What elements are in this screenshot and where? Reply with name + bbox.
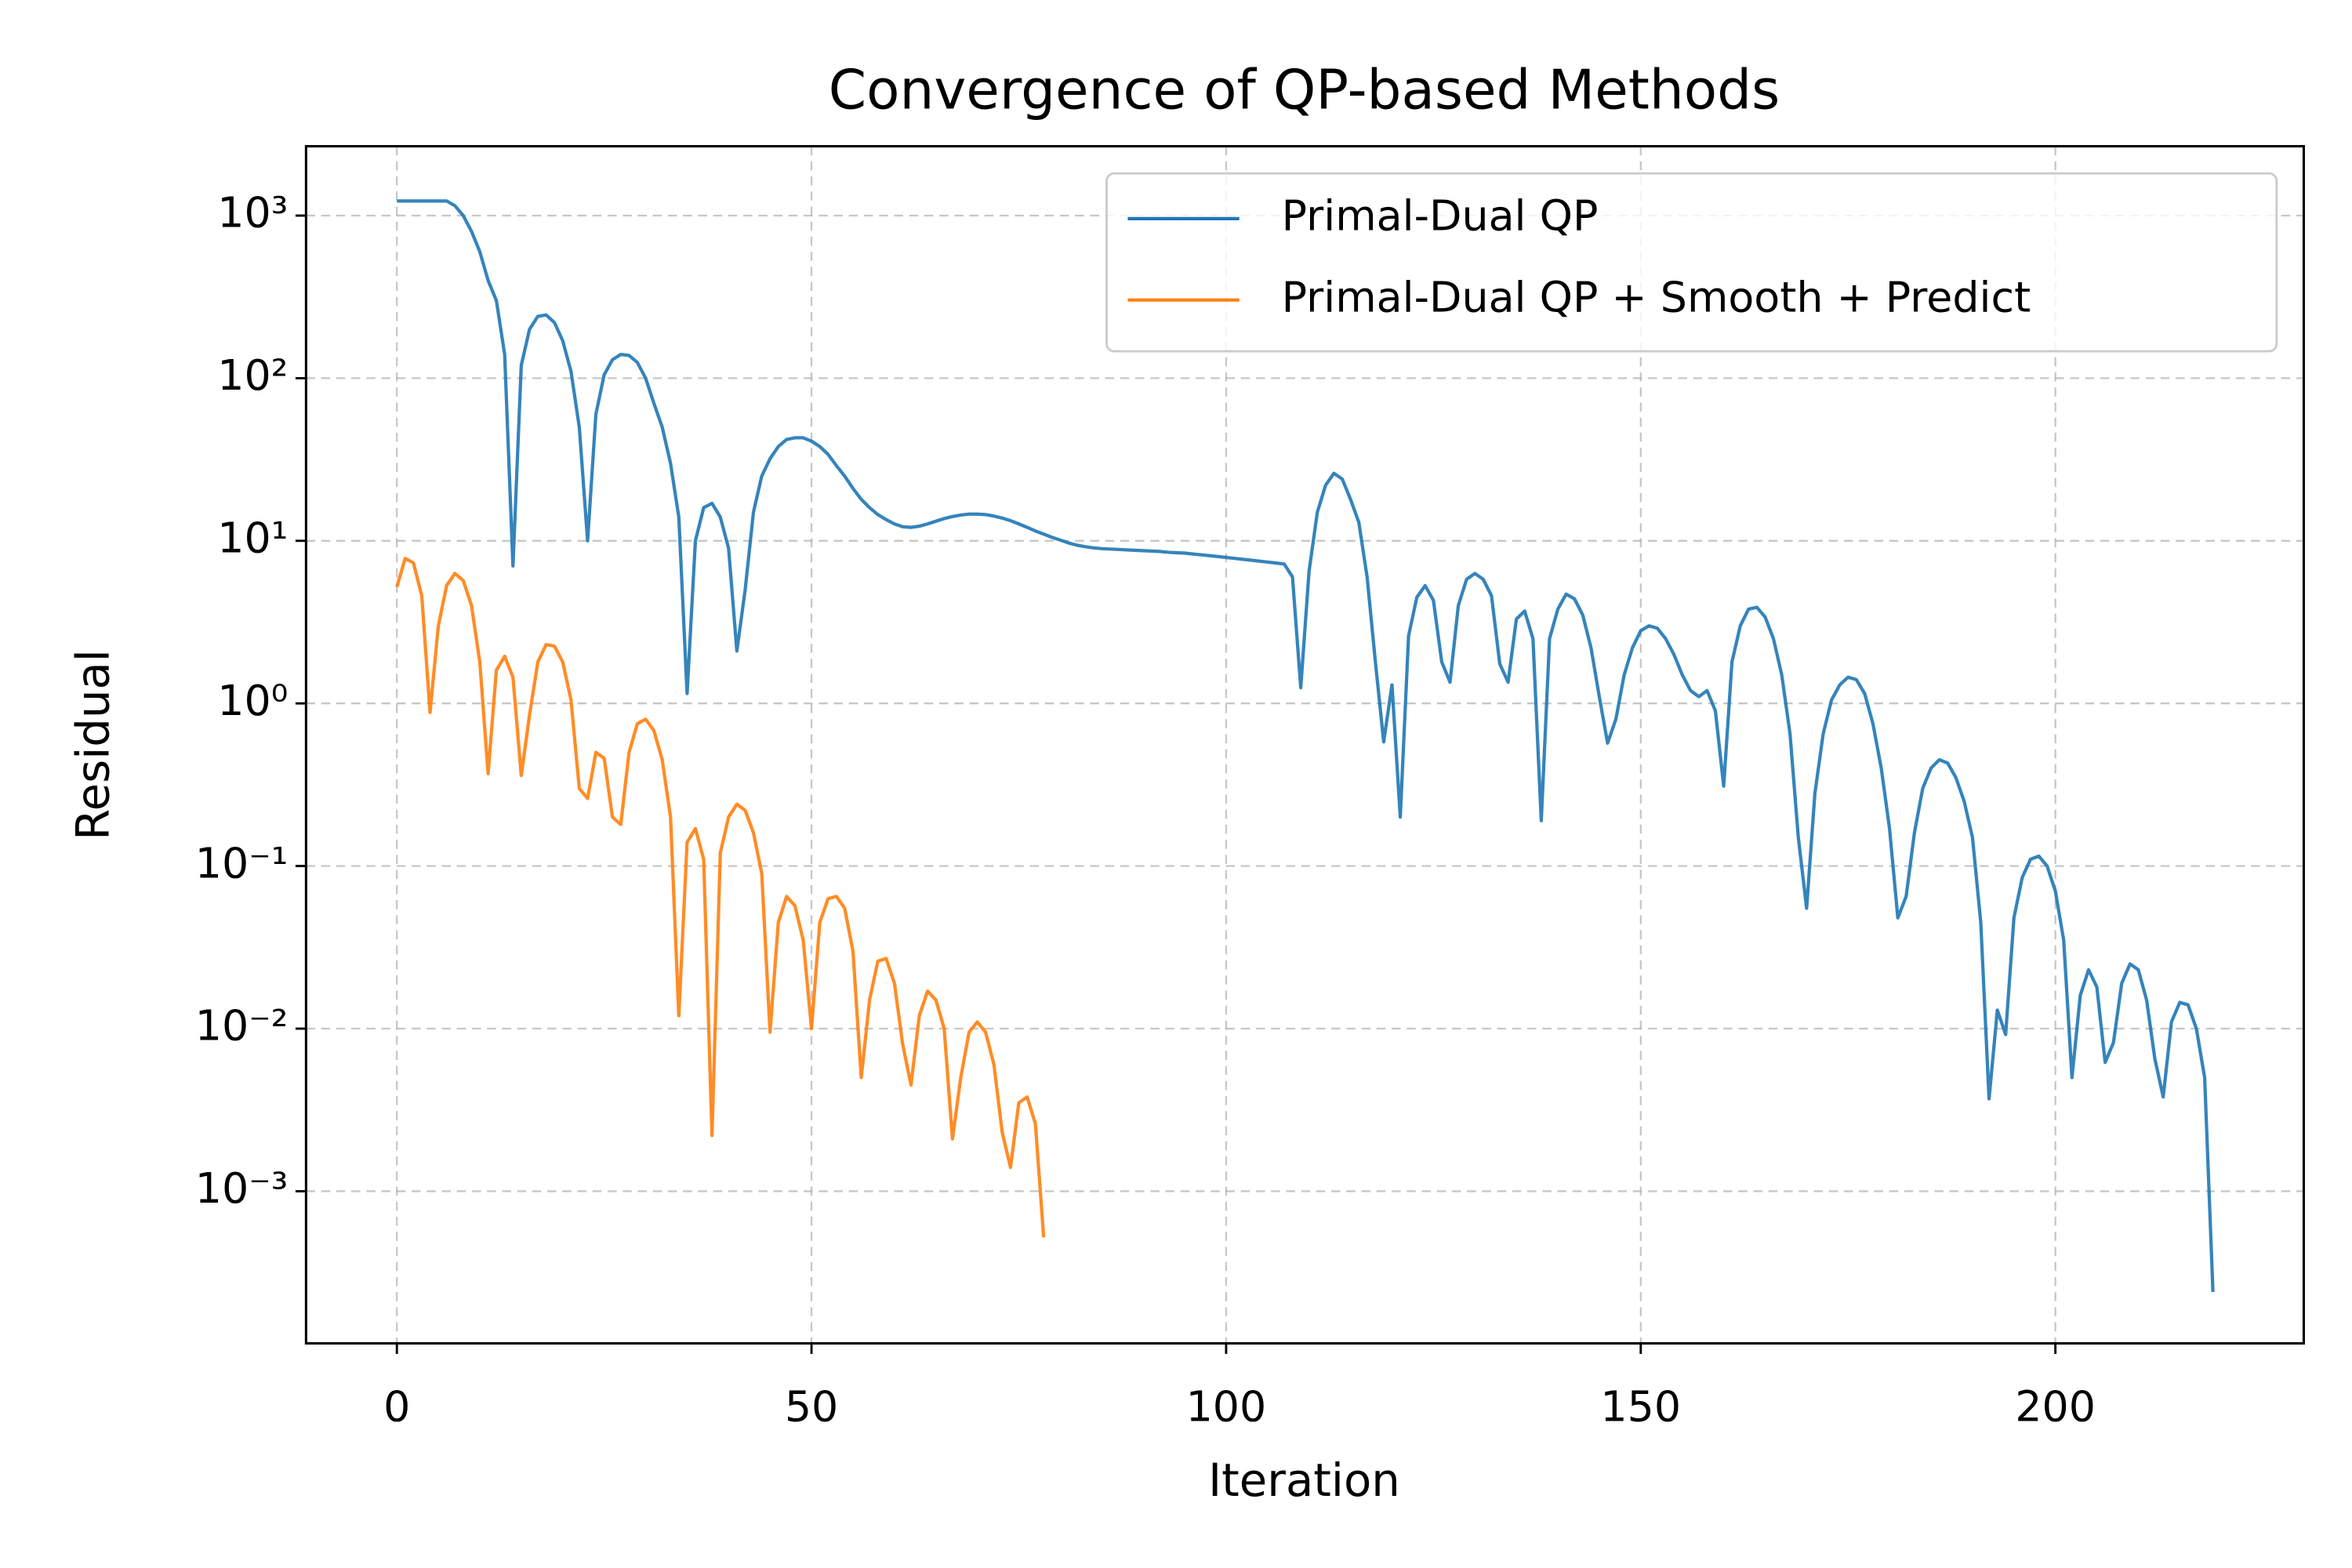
- y-tick-label: 10¹: [217, 513, 288, 562]
- data-line: [395, 557, 1046, 1238]
- y-tick-label: 10⁻³: [195, 1163, 289, 1213]
- x-tick-label: 150: [1600, 1382, 1681, 1432]
- x-tick-label: 0: [383, 1382, 410, 1432]
- plot-frame: [304, 145, 2305, 1345]
- legend-box: [1105, 172, 2278, 353]
- x-tick-label: 50: [785, 1382, 838, 1432]
- y-tick-label: 10⁰: [217, 676, 288, 725]
- y-tick-label: 10⁻²: [195, 1001, 289, 1051]
- y-tick-label: 10⁻¹: [195, 838, 289, 887]
- legend-label: Primal-Dual QP: [1282, 191, 1599, 240]
- y-tick-label: 10³: [217, 188, 288, 238]
- x-tick-label: 200: [2015, 1382, 2096, 1432]
- legend-label: Primal-Dual QP + Smooth + Predict: [1282, 272, 2031, 321]
- y-axis-label: Residual: [67, 649, 120, 840]
- chart-title: Convergence of QP-based Methods: [829, 59, 1780, 122]
- data-line: [397, 199, 2215, 1293]
- y-tick-label: 10²: [217, 350, 288, 400]
- x-axis-label: Iteration: [1208, 1454, 1400, 1507]
- x-tick-label: 100: [1186, 1382, 1267, 1432]
